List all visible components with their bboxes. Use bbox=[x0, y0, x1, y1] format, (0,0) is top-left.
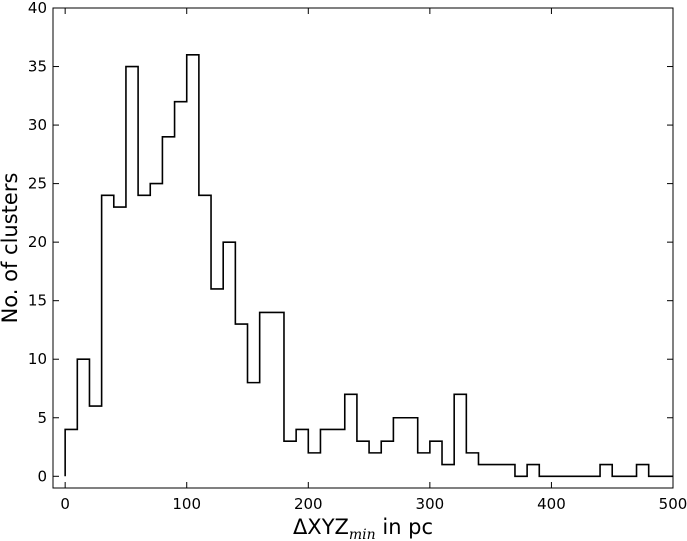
y-axis-title: No. of clusters bbox=[0, 173, 22, 324]
x-axis-title: ΔXYZmin in pc bbox=[293, 515, 433, 541]
x-axis-title-subscript: min bbox=[349, 527, 376, 541]
y-tick-label: 25 bbox=[28, 175, 47, 193]
y-tick-label: 10 bbox=[28, 350, 47, 368]
x-tick-label: 400 bbox=[537, 495, 566, 513]
axis-ticks bbox=[53, 7, 674, 488]
x-axis-title-suffix: in pc bbox=[376, 515, 433, 539]
plot-frame bbox=[52, 7, 674, 489]
y-tick-label: 35 bbox=[28, 58, 47, 76]
y-tick-labels: 0 5 10 15 20 25 30 35 40 bbox=[28, 0, 47, 485]
x-tick-label: 0 bbox=[60, 495, 70, 513]
x-tick-labels: 0 100 200 300 400 500 bbox=[60, 495, 687, 513]
y-tick-label: 15 bbox=[28, 292, 47, 310]
x-tick-label: 200 bbox=[294, 495, 323, 513]
x-tick-label: 300 bbox=[416, 495, 445, 513]
x-axis-title-main: ΔXYZ bbox=[293, 515, 349, 539]
y-tick-label: 30 bbox=[28, 116, 47, 134]
y-tick-label: 0 bbox=[37, 467, 47, 485]
y-tick-label: 40 bbox=[28, 0, 47, 17]
x-tick-label: 100 bbox=[172, 495, 201, 513]
y-tick-label: 5 bbox=[37, 409, 47, 427]
x-tick-label: 500 bbox=[659, 495, 687, 513]
y-tick-label: 20 bbox=[28, 233, 47, 251]
histogram-step-line bbox=[64, 54, 673, 478]
